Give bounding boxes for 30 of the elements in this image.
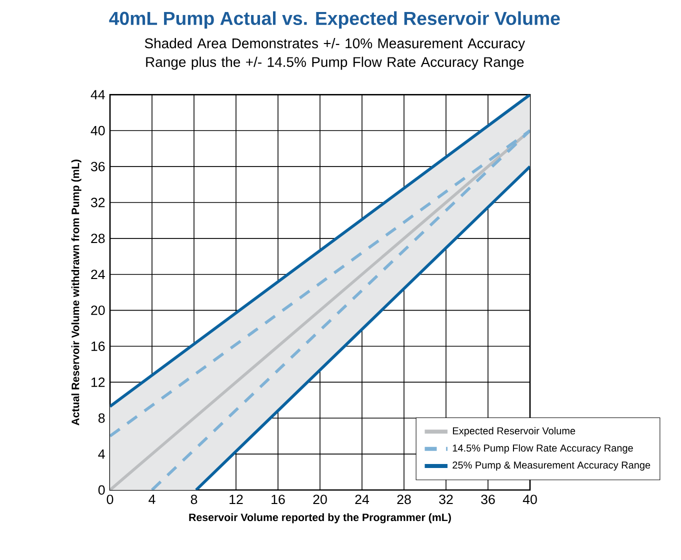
y-tick-label: 8	[98, 413, 105, 423]
y-tick-label: 28	[91, 234, 105, 244]
y-tick-label: 4	[98, 449, 105, 459]
x-tick-label: 36	[481, 494, 495, 504]
y-tick-label: 20	[91, 306, 105, 316]
y-tick-label: 24	[91, 270, 105, 280]
legend-label: 25% Pump & Measurement Accuracy Range	[452, 462, 650, 471]
y-tick-label: 40	[90, 126, 105, 136]
x-tick-label: 40	[522, 494, 537, 504]
x-tick-label: 4	[148, 494, 156, 504]
y-tick-label: 32	[90, 198, 105, 208]
legend-label: Expected Reservoir Volume	[452, 427, 576, 436]
x-tick-label: 20	[313, 494, 327, 504]
y-axis-title: Actual Reservoir Volume withdrawn from Pump (mL)	[71, 160, 82, 426]
y-tick-label: 0	[98, 485, 105, 495]
x-tick-label: 8	[190, 494, 198, 504]
x-tick-label: 12	[230, 494, 243, 504]
y-tick-label: 16	[91, 342, 105, 351]
y-tick-label: 36	[90, 162, 105, 172]
chart-title: 40mL Pump Actual vs. Expected Reservoir Volume	[109, 11, 560, 29]
chart-subtitle: Shaded Area Demonstrates +/- 10% Measurement Accuracy Range plus the +/- 14.5% Pump Flow Rate Accuracy Range	[144, 38, 526, 70]
x-tick-label: 16	[272, 494, 285, 504]
x-tick-label: 24	[355, 494, 370, 504]
legend-label: 14.5% Pump Flow Rate Accuracy Range	[452, 444, 633, 454]
x-tick-label: 0	[106, 494, 114, 504]
y-tick-label: 12	[91, 378, 105, 387]
x-axis-title: Reservoir Volume reported by the Programmer (mL)	[189, 513, 451, 524]
x-tick-label: 28	[397, 494, 411, 504]
y-tick-label: 44	[90, 90, 105, 100]
x-tick-label: 32	[439, 494, 453, 504]
